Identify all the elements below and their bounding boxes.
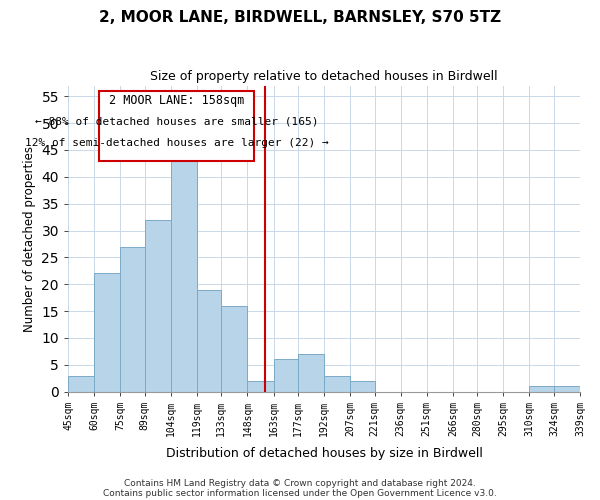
Text: Contains public sector information licensed under the Open Government Licence v3: Contains public sector information licen… (103, 488, 497, 498)
Bar (274, 360, 298, 392)
Bar (324, 376, 350, 392)
Bar (247, 381, 274, 392)
Bar (120, 246, 145, 392)
Text: Contains HM Land Registry data © Crown copyright and database right 2024.: Contains HM Land Registry data © Crown c… (124, 478, 476, 488)
Bar (197, 290, 221, 392)
Text: 12% of semi-detached houses are larger (22) →: 12% of semi-detached houses are larger (… (25, 138, 329, 148)
Y-axis label: Number of detached properties: Number of detached properties (23, 146, 36, 332)
Bar (350, 381, 374, 392)
Text: ← 88% of detached houses are smaller (165): ← 88% of detached houses are smaller (16… (35, 117, 319, 127)
Text: 2 MOOR LANE: 158sqm: 2 MOOR LANE: 158sqm (109, 94, 245, 107)
Bar (171, 144, 197, 392)
Bar (94, 274, 120, 392)
Title: Size of property relative to detached houses in Birdwell: Size of property relative to detached ho… (150, 70, 498, 83)
Bar (298, 354, 324, 392)
Bar (68, 376, 94, 392)
Text: 2, MOOR LANE, BIRDWELL, BARNSLEY, S70 5TZ: 2, MOOR LANE, BIRDWELL, BARNSLEY, S70 5T… (99, 10, 501, 25)
X-axis label: Distribution of detached houses by size in Birdwell: Distribution of detached houses by size … (166, 447, 482, 460)
Bar (529, 386, 554, 392)
FancyBboxPatch shape (100, 91, 254, 160)
Bar (221, 306, 247, 392)
Bar (145, 220, 171, 392)
Bar (554, 386, 580, 392)
